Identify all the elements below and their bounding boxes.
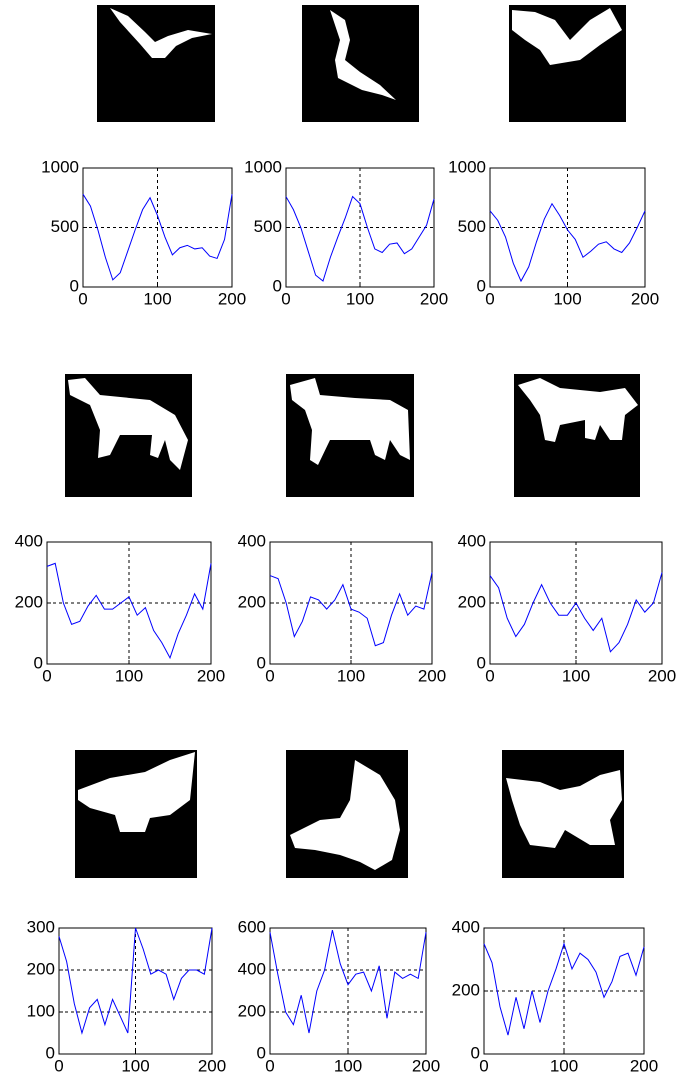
x-tick-label: 200 xyxy=(418,666,446,685)
y-tick-label: 500 xyxy=(254,217,282,236)
y-tick-label: 1000 xyxy=(41,157,79,176)
x-tick-label: 0 xyxy=(479,1056,488,1075)
x-tick-label: 100 xyxy=(562,666,590,685)
x-tick-label: 100 xyxy=(115,666,143,685)
page: {"chart_data": [ {"type": "line", "x": [… xyxy=(0,0,678,1082)
y-tick-label: 100 xyxy=(27,1001,55,1020)
y-tick-label: 300 xyxy=(27,917,55,936)
y-tick-label: 400 xyxy=(15,531,43,550)
x-tick-label: 200 xyxy=(198,1056,226,1075)
y-tick-label: 200 xyxy=(458,592,486,611)
x-tick-label: 100 xyxy=(550,1056,578,1075)
figure: 0500100001002000500100001002000500100001… xyxy=(0,0,678,1082)
x-tick-label: 0 xyxy=(485,666,494,685)
image xyxy=(97,5,215,122)
x-tick-label: 0 xyxy=(485,289,494,308)
image xyxy=(302,5,419,122)
x-tick-label: 200 xyxy=(630,1056,658,1075)
y-tick-label: 400 xyxy=(238,531,266,550)
x-tick-label: 100 xyxy=(143,289,171,308)
x-tick-label: 200 xyxy=(197,666,225,685)
y-tick-label: 1000 xyxy=(448,157,486,176)
x-tick-label: 200 xyxy=(412,1056,440,1075)
x-tick-label: 200 xyxy=(218,289,246,308)
y-tick-label: 200 xyxy=(452,980,480,999)
y-tick-label: 200 xyxy=(238,592,266,611)
x-tick-label: 100 xyxy=(553,289,581,308)
y-tick-label: 400 xyxy=(452,917,480,936)
y-tick-label: 500 xyxy=(458,217,486,236)
y-tick-label: 500 xyxy=(51,217,79,236)
x-tick-label: 0 xyxy=(54,1056,63,1075)
y-tick-label: 200 xyxy=(27,959,55,978)
silhouettes xyxy=(65,5,640,878)
x-tick-label: 0 xyxy=(265,1056,274,1075)
x-tick-label: 200 xyxy=(420,289,448,308)
x-tick-label: 100 xyxy=(346,289,374,308)
x-tick-label: 0 xyxy=(78,289,87,308)
y-tick-label: 200 xyxy=(238,1001,266,1020)
y-tick-label: 200 xyxy=(15,592,43,611)
y-tick-label: 600 xyxy=(238,917,266,936)
x-tick-label: 100 xyxy=(337,666,365,685)
x-tick-label: 200 xyxy=(648,666,676,685)
plot-area xyxy=(490,168,645,287)
x-tick-label: 200 xyxy=(631,289,659,308)
x-tick-label: 0 xyxy=(42,666,51,685)
x-tick-label: 0 xyxy=(265,666,274,685)
x-tick-label: 100 xyxy=(121,1056,149,1075)
y-tick-label: 400 xyxy=(238,959,266,978)
y-tick-label: 400 xyxy=(458,531,486,550)
y-tick-label: 1000 xyxy=(244,157,282,176)
x-tick-label: 0 xyxy=(281,289,290,308)
x-tick-label: 100 xyxy=(334,1056,362,1075)
